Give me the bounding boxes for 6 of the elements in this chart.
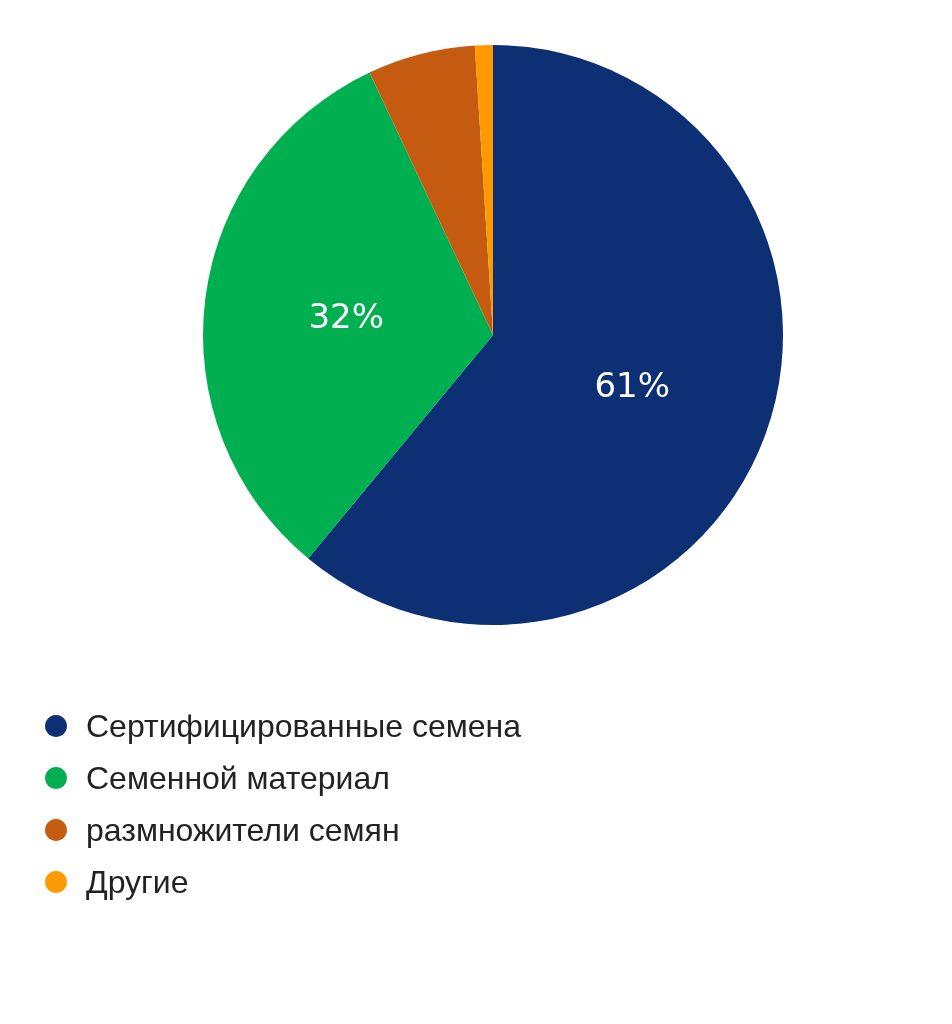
legend-label: Другие: [86, 864, 189, 900]
legend-label: Семенной материал: [86, 760, 390, 796]
data-label: 32%: [308, 296, 384, 337]
legend-label: размножители семян: [86, 812, 400, 848]
data-label: 61%: [594, 365, 671, 406]
legend-label: Сертифицированные семена: [86, 708, 522, 744]
